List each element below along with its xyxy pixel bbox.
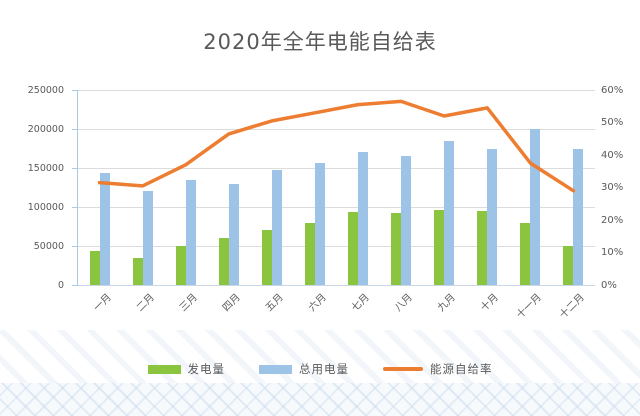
right-axis-tick-label: 10% bbox=[601, 247, 624, 258]
x-axis-label-month2: 二月 bbox=[134, 292, 157, 314]
legend-item-series1: 发电量 bbox=[147, 361, 226, 377]
x-axis-label-month3: 三月 bbox=[177, 292, 200, 314]
left-axis-tick-label: 100000 bbox=[27, 201, 64, 213]
left-axis-tick-label: 200000 bbox=[27, 123, 64, 135]
bar-series2-month12 bbox=[573, 149, 584, 285]
left-axis-tick-label: 0 bbox=[57, 279, 64, 291]
bar-series2-month4 bbox=[228, 183, 239, 285]
left-axis-tick-mark bbox=[72, 245, 78, 247]
left-axis-tick-label: 250000 bbox=[27, 84, 64, 96]
bar-series1-month6 bbox=[304, 222, 315, 285]
bar-series1-month5 bbox=[261, 230, 272, 285]
bar-series2-month1 bbox=[99, 173, 110, 285]
bar-series1-month12 bbox=[563, 246, 574, 285]
bar-series1-month4 bbox=[218, 238, 229, 285]
bar-series2-month6 bbox=[314, 163, 325, 285]
left-axis-tick-mark bbox=[72, 128, 78, 130]
gridline bbox=[78, 89, 595, 91]
chart-title: 2020年全年电能自给表 bbox=[203, 30, 437, 54]
left-axis-tick-label: 150000 bbox=[27, 162, 64, 174]
x-axis-label-month6: 六月 bbox=[306, 292, 329, 314]
chart-legend: 发电量 总用电量 能源自给率 bbox=[0, 361, 640, 377]
legend-item-rate: 能源自给率 bbox=[383, 361, 493, 377]
left-axis-tick-mark bbox=[72, 284, 78, 286]
bar-series1-month3 bbox=[175, 246, 186, 285]
x-axis-label-month11: 十一月 bbox=[515, 292, 545, 321]
right-axis-tick-label: 50% bbox=[601, 117, 624, 128]
left-axis-line bbox=[76, 90, 78, 285]
x-axis-label-month7: 七月 bbox=[349, 292, 372, 314]
gridline bbox=[78, 245, 595, 247]
bar-series1-month9 bbox=[434, 210, 445, 285]
bar-series1-month1 bbox=[89, 250, 100, 285]
bar-series2-month3 bbox=[185, 179, 196, 285]
bar-series1-month7 bbox=[348, 212, 359, 285]
bar-series2-month9 bbox=[444, 141, 455, 285]
right-axis-tick-label: 30% bbox=[601, 182, 624, 193]
x-axis-label-month9: 九月 bbox=[436, 292, 458, 314]
left-axis-tick-mark bbox=[72, 89, 78, 91]
bar-series2-month10 bbox=[487, 149, 498, 285]
right-axis-tick-label: 0% bbox=[601, 279, 617, 291]
bar-series1-month11 bbox=[520, 223, 531, 285]
right-axis-tick-label: 60% bbox=[601, 84, 624, 96]
legend-label: 总用电量 bbox=[299, 362, 349, 376]
legend-label: 能源自给率 bbox=[430, 362, 493, 376]
legend-color-swatch bbox=[147, 364, 181, 374]
bottom-axis-line bbox=[78, 285, 595, 286]
bar-series2-month7 bbox=[358, 152, 369, 285]
legend-color-swatch bbox=[259, 364, 292, 374]
right-axis-tick-label: 20% bbox=[601, 214, 624, 226]
right-axis-tick-label: 40% bbox=[601, 149, 624, 161]
bar-series1-month2 bbox=[132, 257, 143, 285]
x-axis-label-month4: 四月 bbox=[220, 292, 243, 314]
left-axis-tick-mark bbox=[72, 167, 78, 169]
bar-series2-month5 bbox=[271, 169, 282, 285]
legend-label: 发电量 bbox=[187, 362, 225, 376]
x-axis-label-month1: 一月 bbox=[91, 292, 114, 314]
left-axis-tick-label: 50000 bbox=[33, 240, 64, 252]
x-axis-label-month8: 八月 bbox=[392, 292, 415, 314]
left-axis-tick-mark bbox=[72, 206, 78, 208]
bar-series2-month11 bbox=[530, 129, 541, 285]
legend-item-series2: 总用电量 bbox=[259, 361, 349, 377]
gridline bbox=[78, 206, 595, 208]
legend-line-swatch bbox=[383, 367, 423, 371]
x-axis-label-month5: 五月 bbox=[263, 292, 286, 314]
x-axis-label-month10: 十月 bbox=[479, 292, 502, 314]
bar-series1-month10 bbox=[477, 210, 488, 285]
x-axis-label-month12: 十二月 bbox=[558, 292, 588, 321]
bar-series2-month8 bbox=[401, 155, 412, 285]
bar-series1-month8 bbox=[391, 213, 402, 285]
bar-series2-month2 bbox=[142, 191, 153, 285]
